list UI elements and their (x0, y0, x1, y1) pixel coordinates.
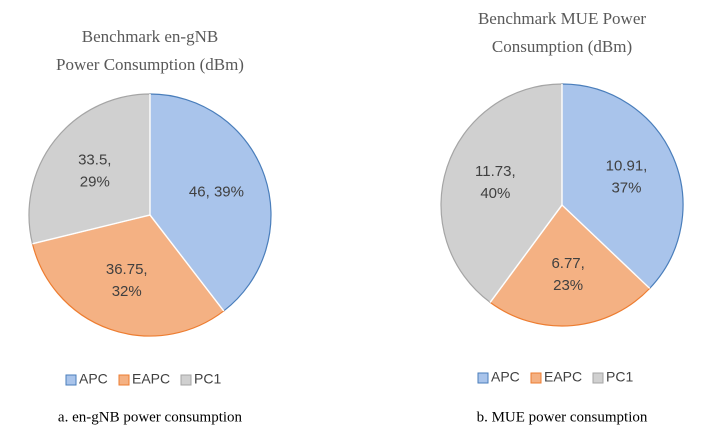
legend-swatch (180, 374, 192, 386)
legend-swatch (118, 374, 130, 386)
legend-label: APC (79, 371, 108, 387)
data-label: 6.77, 23% (551, 255, 584, 294)
data-label: 10.91, 37% (606, 157, 648, 196)
chart-title: Consumption (dBm) (492, 37, 632, 56)
legend-label: PC1 (606, 369, 633, 385)
legend-label: APC (491, 369, 520, 385)
data-label: 36.75, 32% (106, 261, 148, 300)
legend-swatch (65, 374, 77, 386)
data-label: 33.5, 29% (78, 152, 111, 191)
slice-border (489, 204, 563, 303)
slice-border (149, 214, 225, 312)
data-label: 11.73, 40% (475, 163, 516, 202)
slice-border (32, 214, 151, 245)
legend-swatch (530, 372, 542, 384)
legend-label: EAPC (544, 369, 582, 385)
slice-border (561, 204, 651, 289)
pie-slice (28, 93, 151, 245)
legend-swatch (477, 372, 489, 384)
chart-title: Power Consumption (dBm) (56, 55, 244, 74)
legend-label: EAPC (132, 371, 170, 387)
pie-slice (149, 93, 272, 312)
caption: a. en-gNB power consumption (58, 409, 243, 425)
pie-slice (440, 83, 563, 304)
legend-swatch (592, 372, 604, 384)
legend-label: PC1 (194, 371, 221, 387)
chart-title: Benchmark MUE Power (478, 9, 646, 28)
caption: b. MUE power consumption (477, 409, 648, 425)
data-label: 46, 39% (189, 183, 244, 200)
chart-title: Benchmark en-gNB (82, 27, 218, 46)
pie-slice (489, 204, 651, 327)
pie-slice (561, 83, 684, 290)
pie-slice (31, 214, 225, 337)
